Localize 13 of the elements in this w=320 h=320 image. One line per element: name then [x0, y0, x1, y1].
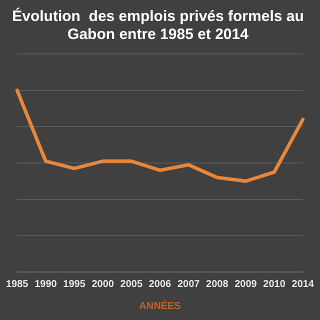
x-tick-label: 2009 [234, 278, 258, 290]
x-tick-label: 2007 [177, 278, 200, 290]
x-tick-label: 1995 [63, 278, 86, 290]
x-tick-label: 2000 [92, 278, 114, 290]
x-tick-label: 2010 [263, 278, 286, 290]
x-axis-title: ANNÉES [139, 300, 182, 312]
x-tick-label: 2005 [120, 278, 143, 290]
x-tick-label: 1985 [6, 278, 29, 290]
chart-title: Évolution des emplois privés formels au Gabon entre 1985 et 2014 [12, 7, 304, 44]
x-tick-label: 2008 [206, 278, 229, 290]
x-tick-label: 2006 [148, 278, 172, 290]
x-tick-label: 1990 [34, 278, 58, 290]
x-tick-label: 2014 [292, 278, 314, 290]
